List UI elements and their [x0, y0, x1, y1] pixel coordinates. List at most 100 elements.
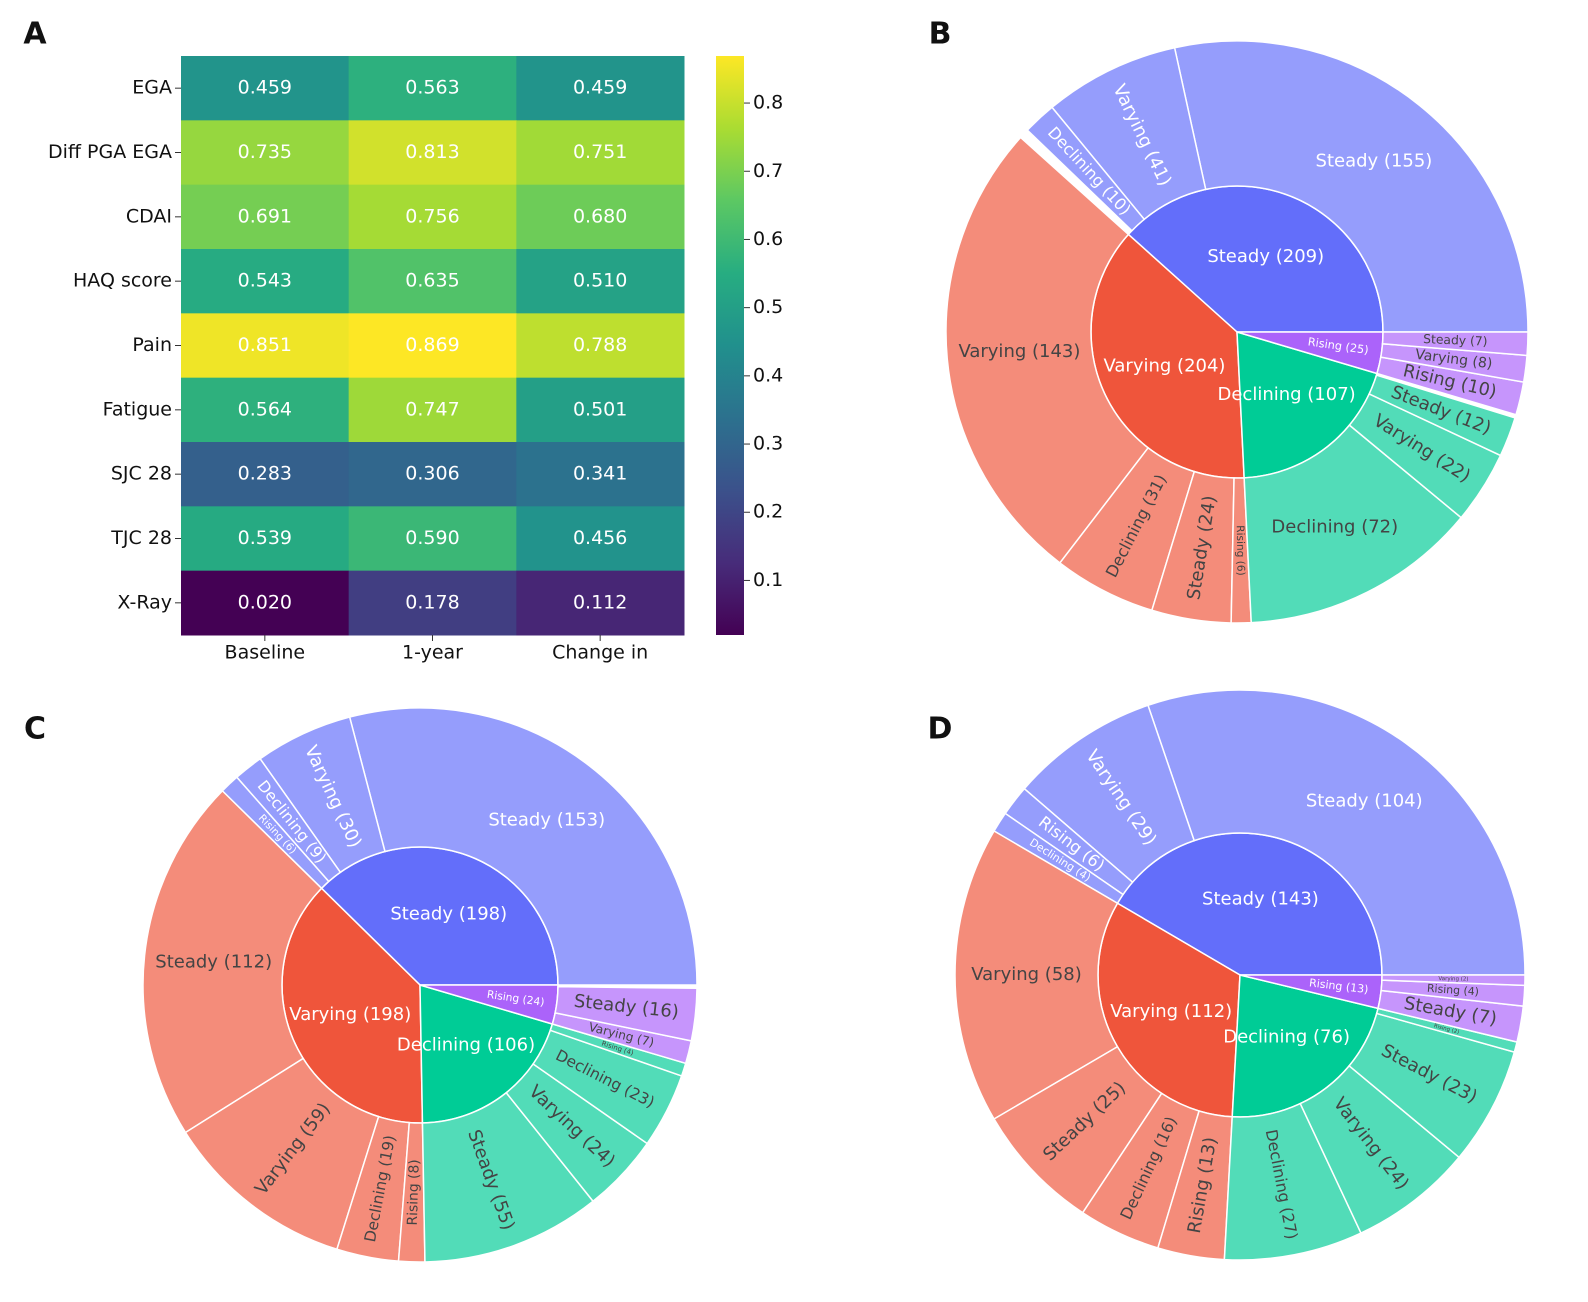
- outer-sector: [1147, 689, 1526, 976]
- heatmap-cell: [516, 120, 685, 186]
- colorbar-tick-label: 0.5: [753, 296, 783, 318]
- colorbar-tick-label: 0.7: [753, 160, 783, 182]
- row-label: Fatigue: [103, 398, 172, 420]
- heatmap-cell: [181, 184, 350, 250]
- cell-label: 0.869: [405, 334, 459, 356]
- heatmap-cell: [516, 249, 685, 314]
- cell-label: 0.459: [238, 77, 292, 99]
- outer-sector: [554, 985, 698, 1042]
- cell-label: 0.539: [238, 527, 292, 549]
- outer-sector: [1368, 374, 1516, 457]
- sector-label: Steady (209): [1207, 246, 1324, 267]
- heatmap-cell: [348, 120, 517, 186]
- sector-label: Varying (2): [1438, 976, 1468, 983]
- cell-label: 0.020: [238, 591, 292, 613]
- sector-label: Declining (107): [1217, 384, 1355, 405]
- cell-label: 0.747: [405, 398, 459, 420]
- row-label: TJC 28: [110, 527, 172, 549]
- heatmap-cell: [181, 249, 350, 314]
- heatmap-cell: [348, 249, 517, 314]
- heatmap-cell: [181, 120, 350, 186]
- sector-label: Steady (153): [488, 810, 605, 831]
- row-label: SJC 28: [111, 463, 172, 485]
- sector-label: Declining (72): [1271, 516, 1398, 537]
- row-label: Pain: [132, 334, 172, 356]
- sector-label: Steady (112): [155, 952, 272, 973]
- heatmap-cell: [181, 506, 350, 572]
- sector-label: Varying (143): [958, 341, 1080, 362]
- cell-label: 0.680: [573, 205, 627, 227]
- cell-label: 0.735: [238, 141, 292, 163]
- sector-label: Varying (58): [971, 964, 1082, 985]
- cell-label: 0.851: [238, 334, 292, 356]
- sector-label: Steady (143): [1202, 889, 1319, 910]
- sector-label: Varying (204): [1103, 355, 1225, 376]
- row-label: X-Ray: [117, 591, 172, 613]
- colorbar-tick-label: 0.4: [753, 364, 783, 386]
- sector-label: Rising (4): [1427, 982, 1480, 999]
- colorbar: [716, 56, 744, 635]
- row-label: CDAI: [126, 205, 172, 227]
- heatmap-cell: [516, 56, 685, 121]
- column-label: Baseline: [225, 642, 306, 664]
- cell-label: 0.788: [573, 334, 627, 356]
- sector-label: Steady (198): [390, 904, 507, 925]
- cell-label: 0.510: [573, 270, 627, 292]
- heatmap-cell: [348, 442, 517, 507]
- heatmap-cell: [348, 570, 517, 636]
- panel-letter: B: [929, 17, 952, 52]
- heatmap-cell: [516, 377, 685, 443]
- heatmap-cell: [348, 184, 517, 250]
- cell-label: 0.564: [238, 398, 292, 420]
- sector-label: Steady (155): [1316, 151, 1433, 172]
- cell-label: 0.459: [573, 77, 627, 99]
- cell-label: 0.635: [405, 270, 459, 292]
- heatmap-cell: [516, 313, 685, 379]
- sector-label: Varying (112): [1110, 1001, 1232, 1022]
- sector-label: Declining (76): [1223, 1027, 1350, 1048]
- panel-letter: D: [928, 712, 953, 747]
- heatmap-cell: [181, 377, 350, 443]
- heatmap-cell: [516, 570, 685, 636]
- heatmap-cell: [181, 442, 350, 507]
- row-label: Diff PGA EGA: [48, 141, 172, 163]
- outer-sector: [348, 707, 698, 986]
- colorbar-tick-label: 0.8: [753, 92, 783, 114]
- panel-letter: C: [24, 712, 46, 747]
- sector-label: Rising (8): [405, 1159, 423, 1226]
- outer-sector: [945, 136, 1150, 564]
- sector-label: Declining (106): [397, 1034, 535, 1055]
- cell-label: 0.813: [405, 141, 459, 163]
- panel-letter: A: [23, 17, 47, 52]
- heatmap-cell: [516, 442, 685, 507]
- heatmap-cell: [348, 506, 517, 572]
- outer-sector: [954, 829, 1119, 1121]
- cell-label: 0.751: [573, 141, 627, 163]
- heatmap-cell: [516, 184, 685, 250]
- heatmap-cell: [516, 506, 685, 572]
- cell-label: 0.590: [405, 527, 459, 549]
- sector-label: Steady (7): [1423, 332, 1488, 349]
- outer-sector: [184, 1057, 380, 1251]
- cell-label: 0.283: [238, 463, 292, 485]
- row-label: HAQ score: [73, 270, 172, 292]
- outer-sector: [1026, 106, 1146, 232]
- heatmap-cell: [348, 377, 517, 443]
- outer-sector: [1381, 974, 1526, 987]
- cell-label: 0.543: [238, 270, 292, 292]
- sector-label: Varying (198): [289, 1004, 411, 1025]
- cell-label: 0.178: [405, 591, 459, 613]
- heatmap-cell: [181, 570, 350, 636]
- colorbar-tick-label: 0.6: [753, 228, 783, 250]
- cell-label: 0.563: [405, 77, 459, 99]
- column-label: Change in: [552, 642, 648, 664]
- heatmap-cell: [348, 313, 517, 379]
- outer-sector: [1381, 331, 1529, 357]
- cell-label: 0.112: [573, 591, 627, 613]
- cell-label: 0.306: [405, 463, 459, 485]
- outer-sector: [1173, 40, 1529, 333]
- colorbar-tick-label: 0.2: [753, 501, 783, 523]
- sector-label: Steady (104): [1306, 790, 1423, 811]
